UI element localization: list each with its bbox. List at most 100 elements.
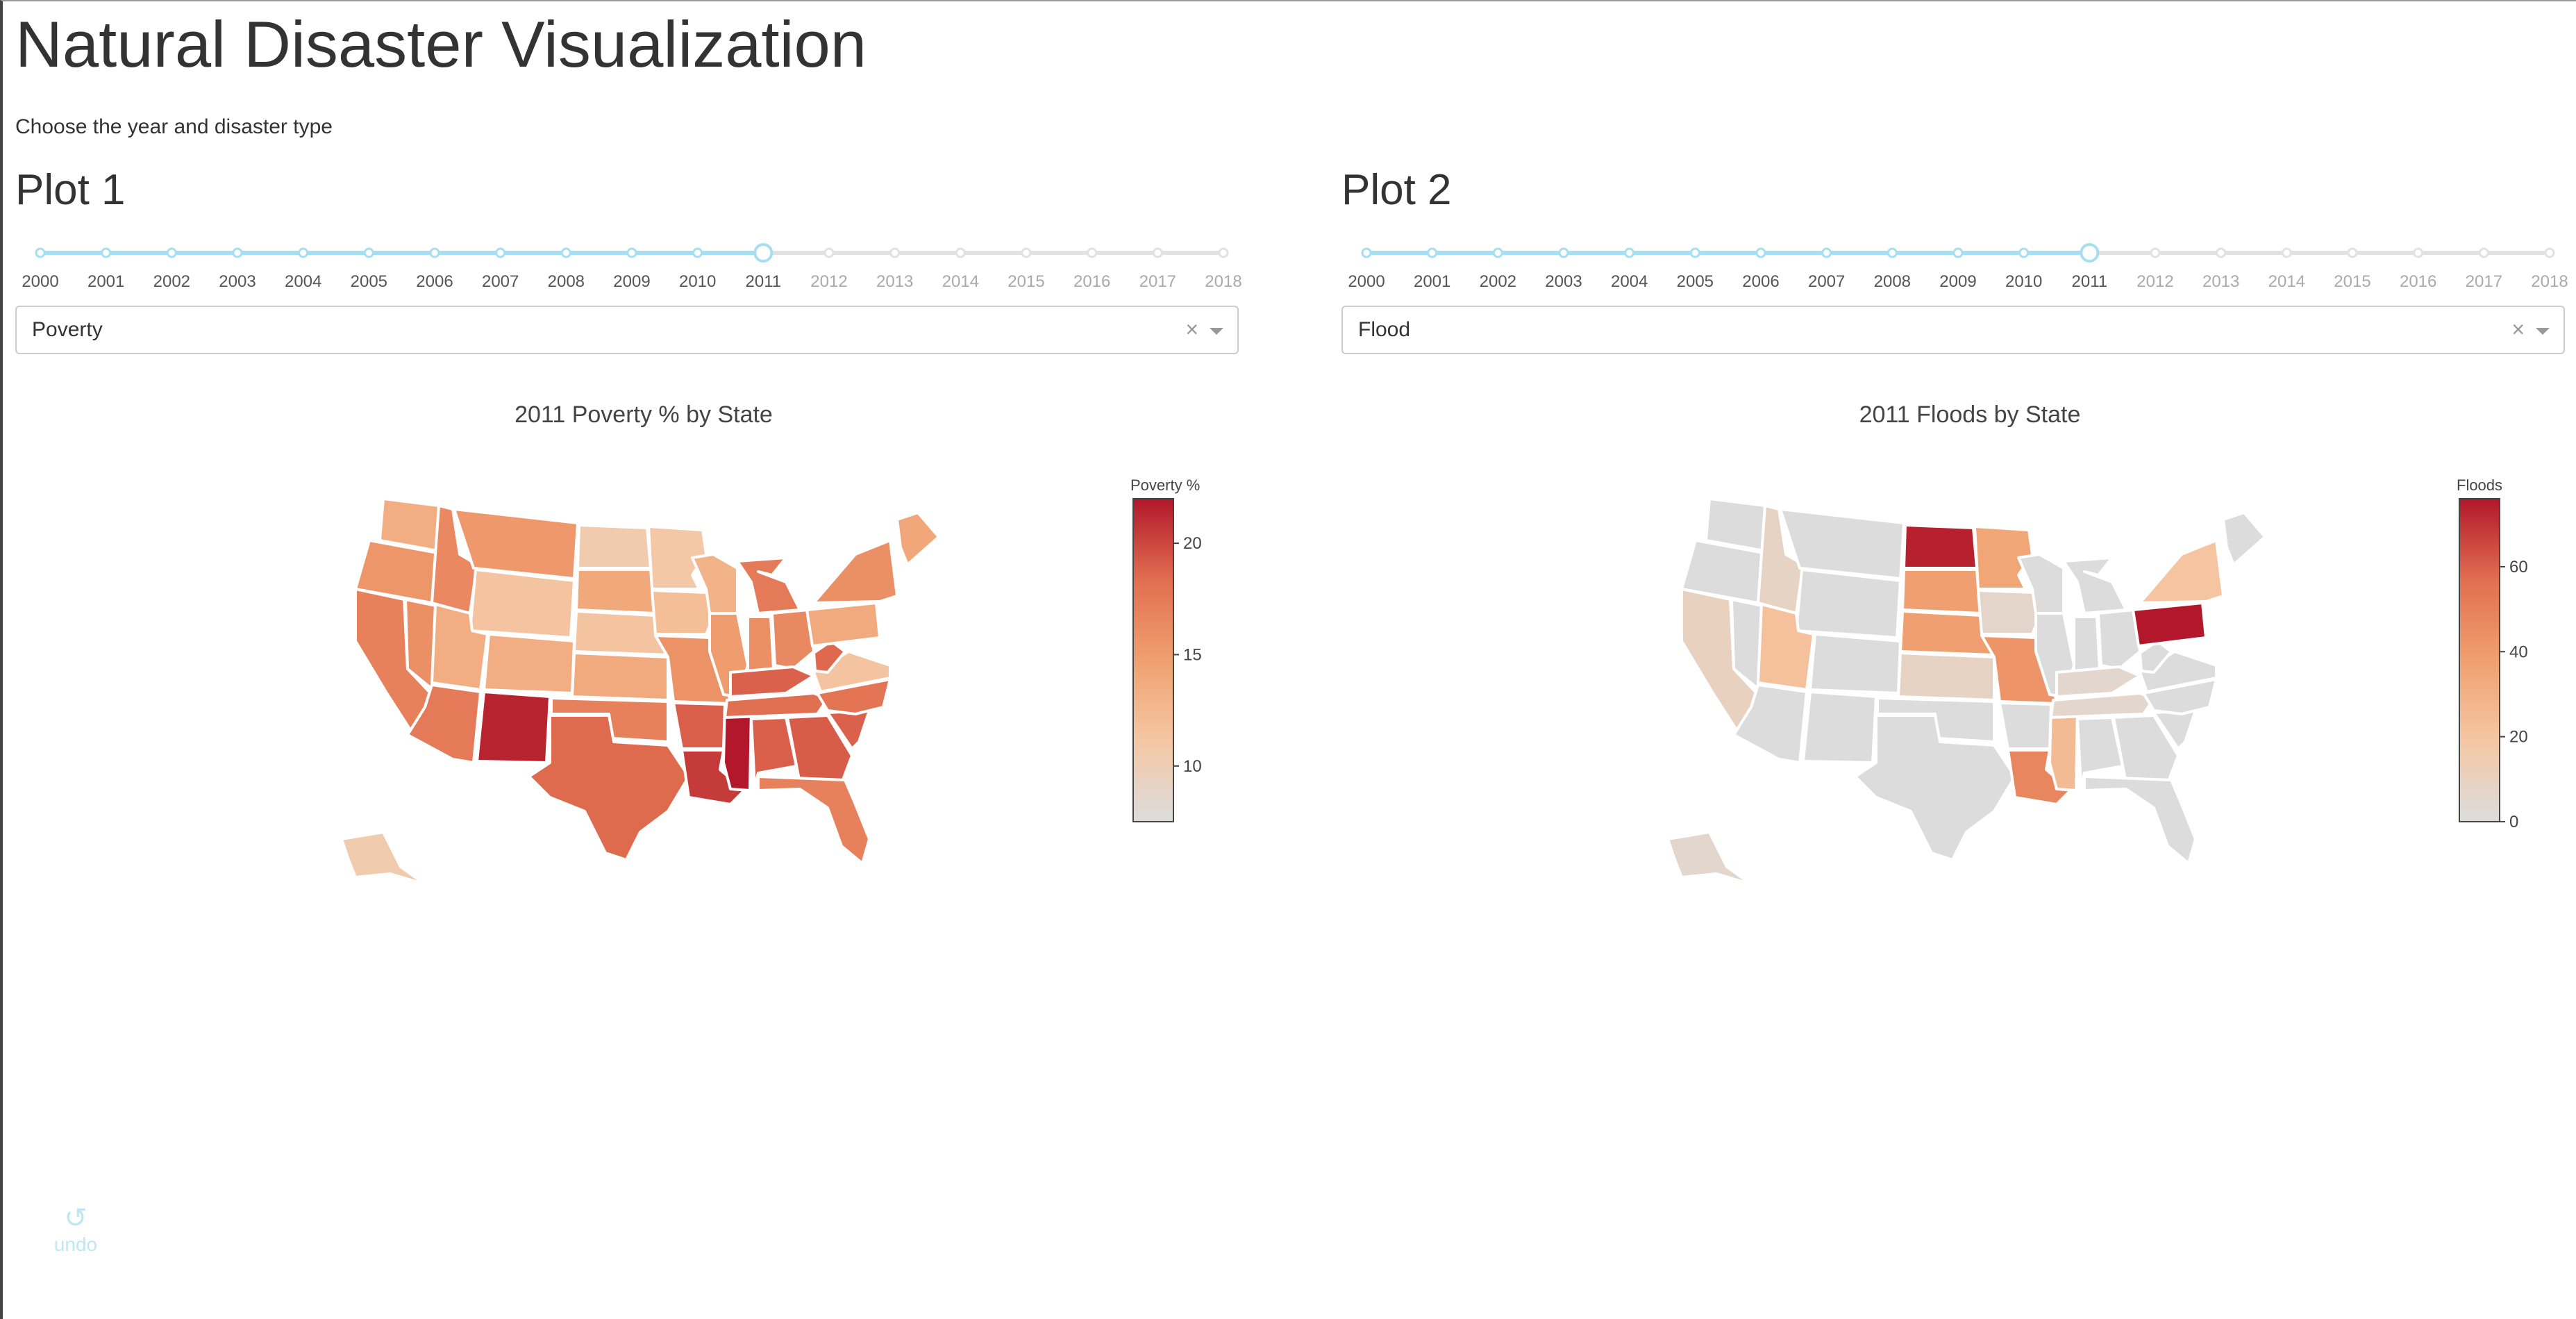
plot1-state-nd[interactable] [576, 524, 652, 570]
plot2-slider-dot-2018[interactable] [2544, 247, 2555, 258]
plot2-state-ny[interactable] [2139, 539, 2225, 604]
plot2-year-label-2000[interactable]: 2000 [1348, 272, 1385, 291]
plot1-state-ga[interactable] [786, 714, 853, 785]
plot1-slider-dot-2010[interactable] [692, 247, 703, 258]
plot1-state-ny[interactable] [812, 539, 898, 604]
plot1-slider-dot-2000[interactable] [35, 247, 46, 258]
plot2-year-label-2014[interactable]: 2014 [2268, 272, 2305, 291]
plot1-state-az[interactable] [406, 683, 482, 764]
plot2-slider-dot-2004[interactable] [1624, 247, 1635, 258]
plot2-chevron-down-icon[interactable] [2536, 328, 2550, 335]
plot1-year-label-2014[interactable]: 2014 [942, 272, 979, 291]
plot2-clear-icon[interactable]: × [2511, 317, 2525, 342]
plot2-year-label-2004[interactable]: 2004 [1611, 272, 1648, 291]
plot2-year-label-2001[interactable]: 2001 [1414, 272, 1450, 291]
plot2-slider-dot-2002[interactable] [1492, 247, 1503, 258]
plot2-year-label-2018[interactable]: 2018 [2531, 272, 2568, 291]
plot2-state-ga[interactable] [2112, 714, 2180, 785]
plot1-state-sd[interactable] [575, 568, 655, 615]
plot1-slider-dot-2001[interactable] [101, 247, 112, 258]
undo-button[interactable]: ↺ undo [44, 1203, 107, 1256]
plot1-map[interactable]: 2011 Poverty % by State Poverty % 10 15 20 [15, 395, 1244, 909]
plot2-state-mn[interactable] [1973, 525, 2034, 590]
plot2-year-label-2013[interactable]: 2013 [2202, 272, 2239, 291]
plot1-slider-dot-2003[interactable] [232, 247, 243, 258]
plot1-state-ar[interactable] [672, 702, 726, 750]
plot1-slider-dot-2006[interactable] [429, 247, 440, 258]
plot2-slider-dot-2010[interactable] [2018, 247, 2030, 258]
plot1-year-label-2003[interactable]: 2003 [219, 272, 256, 291]
plot2-year-label-2003[interactable]: 2003 [1545, 272, 1582, 291]
plot2-states-group[interactable] [1666, 497, 2266, 886]
plot1-state-ks[interactable] [571, 652, 669, 702]
plot1-state-tx[interactable] [528, 714, 690, 861]
plot2-year-label-2002[interactable]: 2002 [1480, 272, 1516, 291]
plot2-year-label-2009[interactable]: 2009 [1939, 272, 1976, 291]
plot1-clear-icon[interactable]: × [1185, 317, 1198, 342]
plot1-slider-dot-2012[interactable] [823, 247, 835, 258]
plot2-slider-track[interactable]: 2000 2001 2002 2003 2004 2005 2006 2007 2008 2009… [1348, 238, 2568, 300]
plot2-year-label-2006[interactable]: 2006 [1742, 272, 1779, 291]
plot2-year-label-2008[interactable]: 2008 [1874, 272, 1911, 291]
plot1-year-label-2013[interactable]: 2013 [876, 272, 913, 291]
plot1-slider-dot-2013[interactable] [889, 247, 901, 258]
plot1-slider-dot-2004[interactable] [298, 247, 309, 258]
plot1-year-label-2009[interactable]: 2009 [613, 272, 650, 291]
plot2-state-co[interactable] [1809, 633, 1902, 695]
plot2-state-tx[interactable] [1854, 714, 2016, 861]
plot1-slider-dot-2014[interactable] [955, 247, 966, 258]
plot2-state-tn[interactable] [2050, 692, 2155, 719]
plot2-year-label-2010[interactable]: 2010 [2005, 272, 2042, 291]
plot2-slider-dot-2015[interactable] [2347, 247, 2358, 258]
plot2-map[interactable]: 2011 Floods by State Floods 0 20 40 60 [1341, 395, 2570, 909]
plot1-year-label-2010[interactable]: 2010 [679, 272, 716, 291]
plot2-slider-dot-2001[interactable] [1427, 247, 1438, 258]
plot1-year-label-2006[interactable]: 2006 [416, 272, 453, 291]
plot1-state-co[interactable] [483, 633, 576, 695]
plot2-state-in[interactable] [2073, 615, 2101, 674]
plot1-state-me[interactable] [896, 511, 940, 566]
plot1-choropleth[interactable]: 2011 Poverty % by State Poverty % 10 15 20 [15, 395, 1244, 909]
plot1-year-label-2007[interactable]: 2007 [482, 272, 519, 291]
plot2-slider-dot-2009[interactable] [1952, 247, 1964, 258]
plot1-state-mi[interactable] [736, 556, 801, 615]
plot2-state-nm[interactable] [1802, 690, 1877, 764]
plot1-year-slider[interactable]: 2000 2001 2002 2003 2004 2005 2006 2007 2008 2009… [22, 238, 1242, 300]
plot2-state-pa[interactable] [2132, 602, 2207, 647]
plot1-year-label-2004[interactable]: 2004 [285, 272, 321, 291]
plot1-slider-dot-2018[interactable] [1218, 247, 1229, 258]
plot2-state-sd[interactable] [1901, 568, 1982, 615]
plot2-slider-dot-2006[interactable] [1755, 247, 1766, 258]
plot1-year-label-2011[interactable]: 2011 [746, 272, 782, 291]
plot1-state-ky[interactable] [729, 665, 815, 698]
plot2-state-ar[interactable] [1998, 702, 2052, 750]
plot2-slider-dot-2014[interactable] [2281, 247, 2292, 258]
plot1-state-tn[interactable] [724, 692, 829, 719]
plot2-state-az[interactable] [1732, 683, 1808, 764]
plot1-slider-track[interactable]: 2000 2001 2002 2003 2004 2005 2006 2007 2008 2009… [22, 238, 1242, 300]
plot2-slider-dot-2017[interactable] [2478, 247, 2489, 258]
plot2-year-label-2017[interactable]: 2017 [2466, 272, 2502, 291]
plot1-year-label-2016[interactable]: 2016 [1073, 272, 1110, 291]
plot1-slider-dot-2016[interactable] [1087, 247, 1098, 258]
plot1-state-fl[interactable] [757, 775, 871, 865]
plot1-state-mn[interactable] [647, 525, 708, 590]
plot1-year-label-2000[interactable]: 2000 [22, 272, 58, 291]
plot2-year-label-2012[interactable]: 2012 [2136, 272, 2173, 291]
plot1-state-al[interactable] [750, 716, 798, 788]
plot2-slider-handle[interactable] [2080, 243, 2100, 263]
plot2-slider-dot-2008[interactable] [1887, 247, 1898, 258]
plot2-state-ky[interactable] [2055, 665, 2141, 698]
plot2-state-oh[interactable] [2097, 608, 2141, 670]
plot2-state-nd[interactable] [1902, 524, 1978, 570]
plot2-slider-dot-2000[interactable] [1361, 247, 1372, 258]
plot2-slider-dot-2016[interactable] [2413, 247, 2424, 258]
plot1-slider-handle[interactable] [753, 243, 773, 263]
plot1-slider-dot-2015[interactable] [1021, 247, 1032, 258]
plot2-state-me[interactable] [2222, 511, 2266, 566]
plot1-slider-dot-2007[interactable] [495, 247, 506, 258]
plot2-state-al[interactable] [2076, 716, 2124, 788]
plot1-slider-dot-2005[interactable] [363, 247, 374, 258]
plot2-choropleth[interactable]: 2011 Floods by State Floods 0 20 40 60 [1341, 395, 2570, 909]
plot1-year-label-2008[interactable]: 2008 [548, 272, 585, 291]
